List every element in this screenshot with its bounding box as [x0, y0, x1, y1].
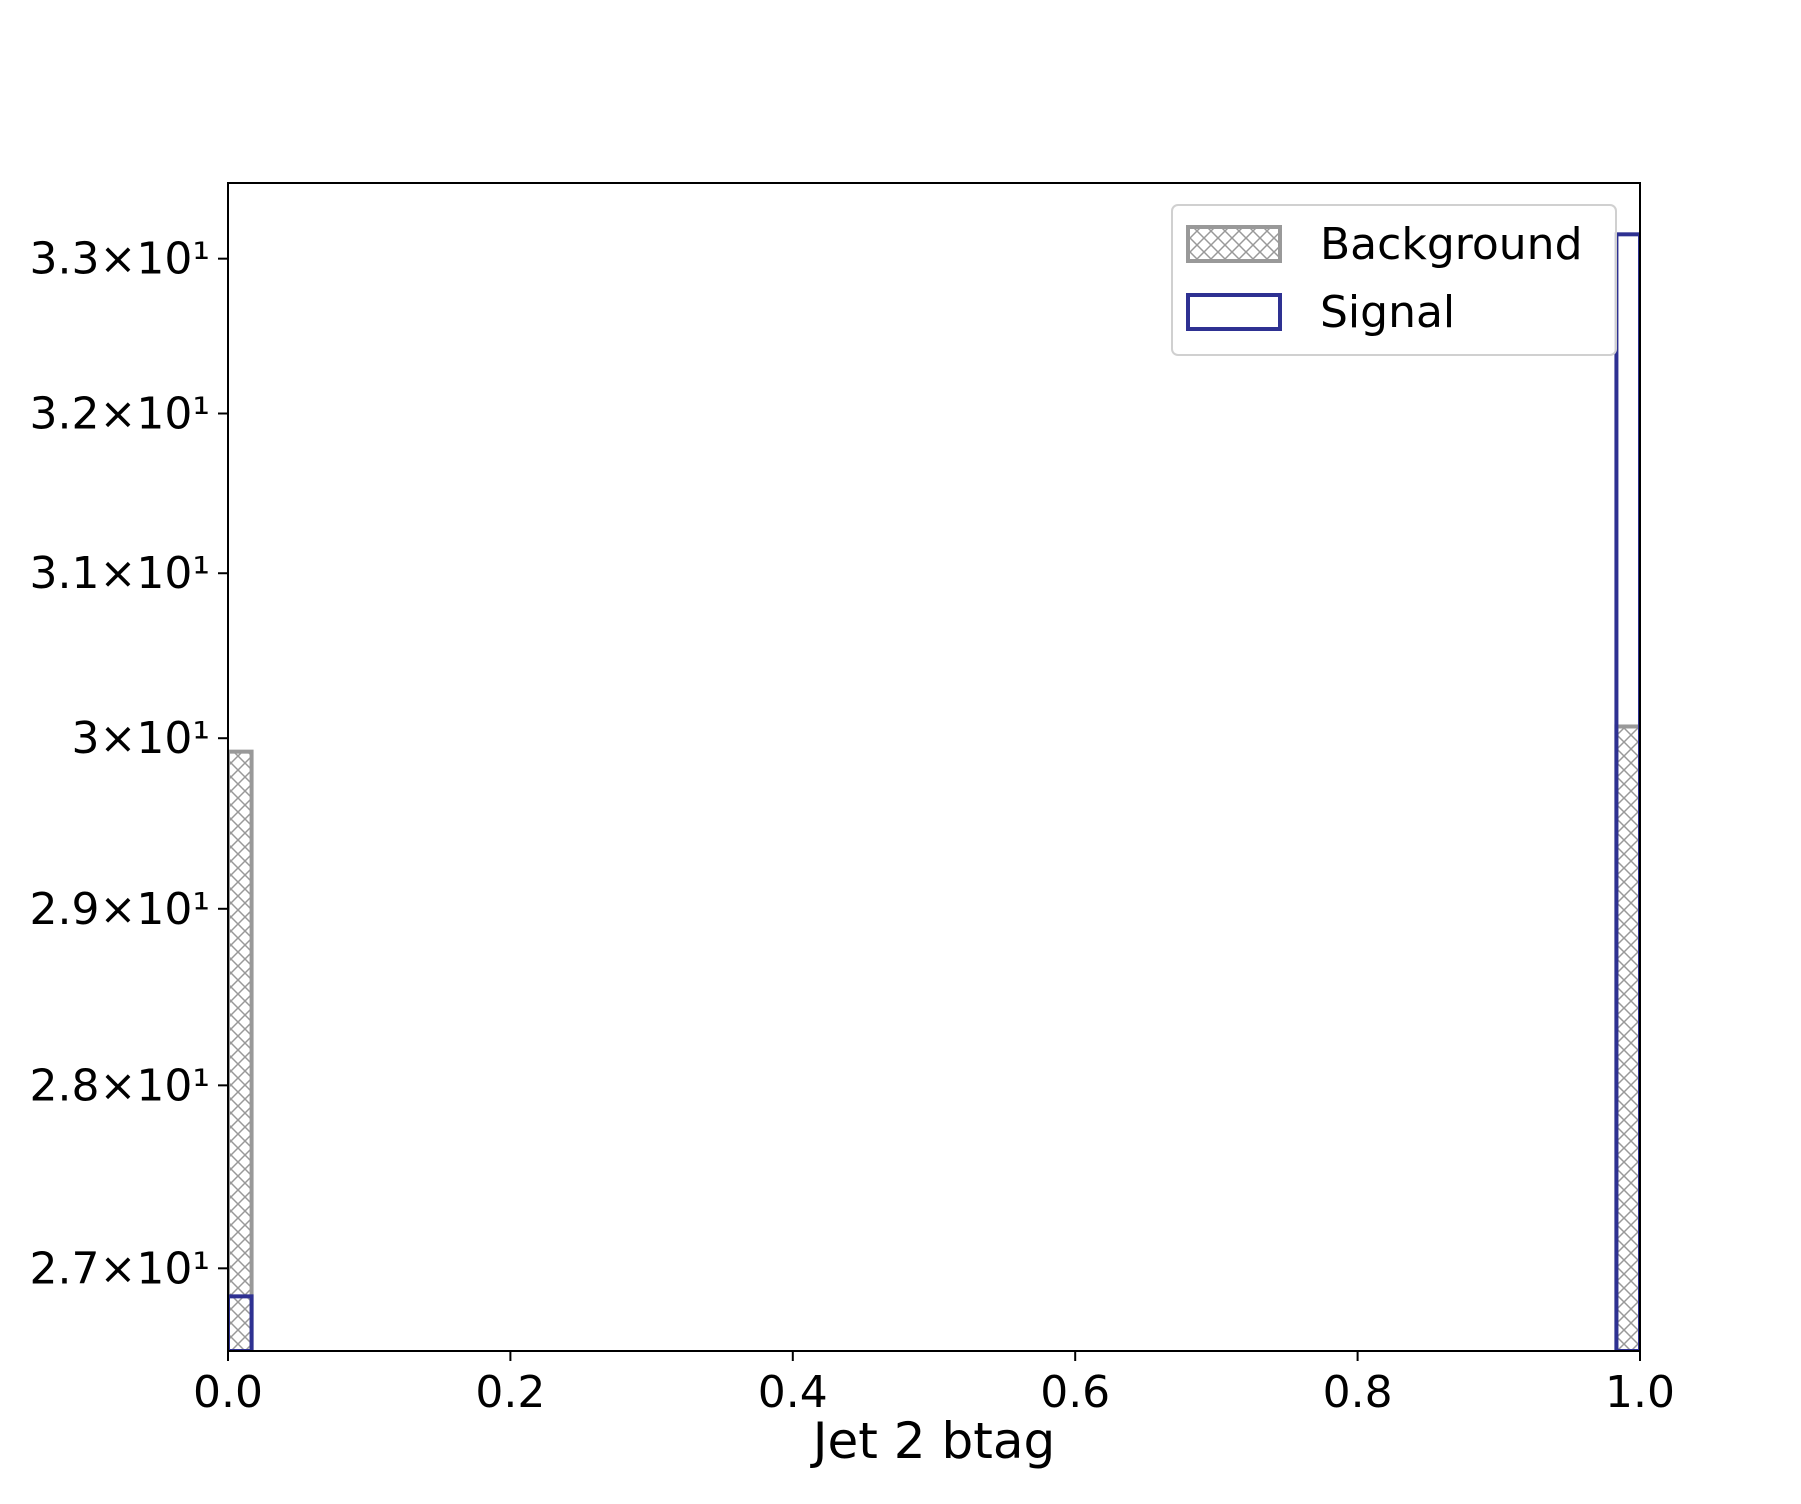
histogram-bar: [228, 749, 254, 1351]
x-tick-label: 0.2: [475, 1367, 545, 1418]
plot-area: [228, 232, 1640, 1351]
legend-label: Background: [1320, 219, 1583, 270]
x-tick-label: 0.8: [1323, 1367, 1393, 1418]
legend-label: Signal: [1320, 287, 1455, 338]
x-tick-label: 0.6: [1040, 1367, 1110, 1418]
y-tick-label: 3.2×10¹: [30, 388, 210, 439]
legend-box: [1171, 204, 1617, 356]
x-tick-label: 0.0: [193, 1367, 263, 1418]
legend-swatch: [1186, 225, 1282, 263]
y-tick-label: 3.1×10¹: [30, 548, 210, 599]
x-axis-label: Jet 2 btag: [810, 1412, 1055, 1470]
y-tick-label: 2.9×10¹: [30, 884, 210, 935]
legend-swatch: [1186, 293, 1282, 331]
axes-frame: [227, 182, 1641, 1352]
y-tick-label: 2.8×10¹: [30, 1060, 210, 1111]
histogram-bar: [1614, 724, 1640, 1351]
y-tick-label: 3×10¹: [72, 713, 211, 764]
histogram-bar: [228, 1294, 254, 1351]
y-tick-label: 3.3×10¹: [30, 234, 210, 285]
y-tick-label: 2.7×10¹: [30, 1243, 210, 1294]
x-tick-label: 0.4: [758, 1367, 828, 1418]
x-tick-label: 1.0: [1605, 1367, 1675, 1418]
